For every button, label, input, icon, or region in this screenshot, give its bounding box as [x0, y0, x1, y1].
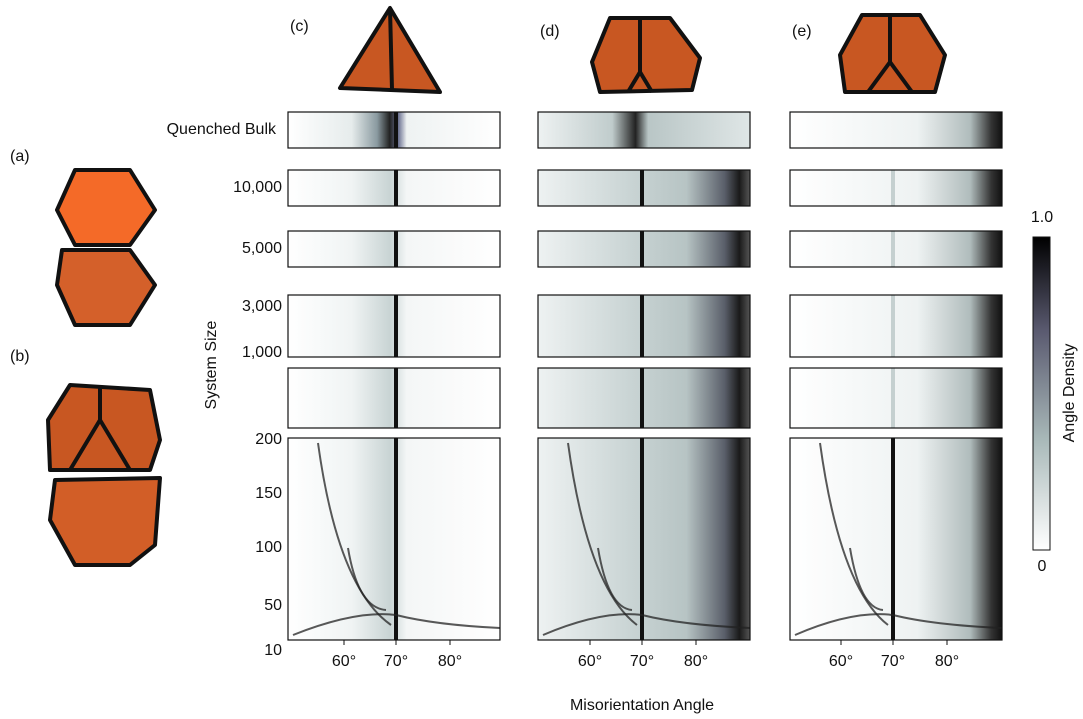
peak-line [640, 295, 644, 357]
x-tick-label: 80° [935, 653, 959, 670]
y-tick-label: 200 [255, 431, 282, 448]
shape-b [48, 385, 160, 565]
heatmap-cell [538, 112, 750, 148]
panel-label: (b) [10, 348, 30, 365]
peak-line [891, 438, 895, 640]
y-tick-label: 50 [264, 597, 282, 614]
heatmaps: 60° 70° 80° 60° 70° 80° 60° 70° 80° [288, 112, 1002, 670]
peak-line [640, 170, 644, 206]
heatmap-cell [790, 231, 1002, 267]
row-label: Quenched Bulk [167, 121, 277, 138]
heatmap-cell [790, 438, 1002, 640]
peak-line [891, 170, 895, 206]
shape-d [592, 18, 700, 92]
figure: (a) (b) (c) (d) (e) 60°70°80°60°70°80°60… [0, 0, 1083, 719]
x-tick-label: 60° [578, 653, 602, 670]
peak-line [394, 295, 398, 357]
peak-line [640, 231, 644, 267]
row-label: 5,000 [242, 240, 282, 257]
heatmap-cell [790, 368, 1002, 428]
colorbar-label: Angle Density [1061, 344, 1078, 443]
shape-a [57, 170, 155, 325]
panel-label: (d) [540, 23, 560, 40]
peak-line [394, 170, 398, 206]
peak-line [394, 438, 398, 640]
colorbar-max: 1.0 [1031, 209, 1053, 226]
x-tick-label: 70° [630, 653, 654, 670]
peak-line [891, 295, 895, 357]
y-tick-label: 100 [255, 539, 282, 556]
panel-label: (e) [792, 23, 812, 40]
peak-line [891, 368, 895, 428]
row-label: 3,000 [242, 298, 282, 315]
peak-line [640, 438, 644, 640]
x-tick-label: 70° [881, 653, 905, 670]
x-tick-label: 70° [384, 653, 408, 670]
heatmap-cell [790, 170, 1002, 206]
panel-label: (a) [10, 148, 30, 165]
x-tick-label: 80° [684, 653, 708, 670]
x-tick-label: 80° [438, 653, 462, 670]
heatmap-cell [790, 112, 1002, 148]
heatmap-cell [790, 295, 1002, 357]
panel-label: (c) [290, 18, 309, 35]
peak-line [891, 231, 895, 267]
peak-line [394, 231, 398, 267]
y-tick-label: 10 [264, 642, 282, 659]
colorbar-min: 0 [1038, 558, 1047, 575]
x-tick-label: 60° [829, 653, 853, 670]
peak-line [394, 368, 398, 428]
y-tick-label: 150 [255, 485, 282, 502]
shape-e [840, 15, 945, 92]
peak-line [394, 112, 398, 148]
row-label: 1,000 [242, 344, 282, 361]
y-axis-label: System Size [203, 320, 220, 409]
peak-line [640, 368, 644, 428]
colorbar [1033, 237, 1050, 550]
shape-c [340, 8, 440, 92]
x-axis-label: Misorientation Angle [570, 697, 714, 714]
row-label: 10,000 [233, 179, 282, 196]
x-tick-label: 60° [332, 653, 356, 670]
